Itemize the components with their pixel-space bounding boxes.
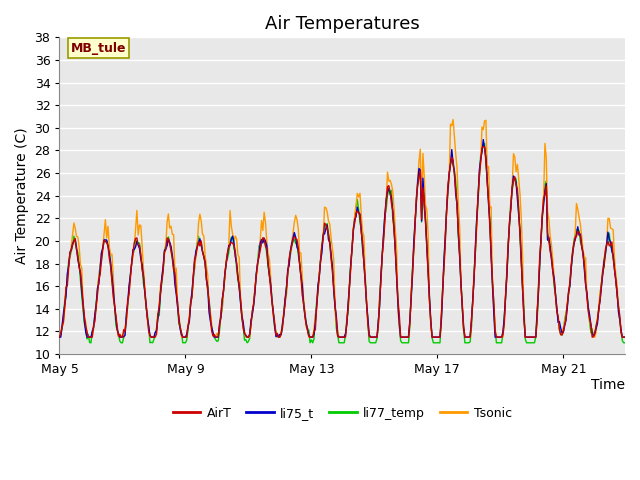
X-axis label: Time: Time	[591, 377, 625, 392]
Title: Air Temperatures: Air Temperatures	[265, 15, 420, 33]
Legend: AirT, li75_t, li77_temp, Tsonic: AirT, li75_t, li77_temp, Tsonic	[168, 402, 516, 424]
Y-axis label: Air Temperature (C): Air Temperature (C)	[15, 127, 29, 264]
Text: MB_tule: MB_tule	[71, 42, 126, 55]
